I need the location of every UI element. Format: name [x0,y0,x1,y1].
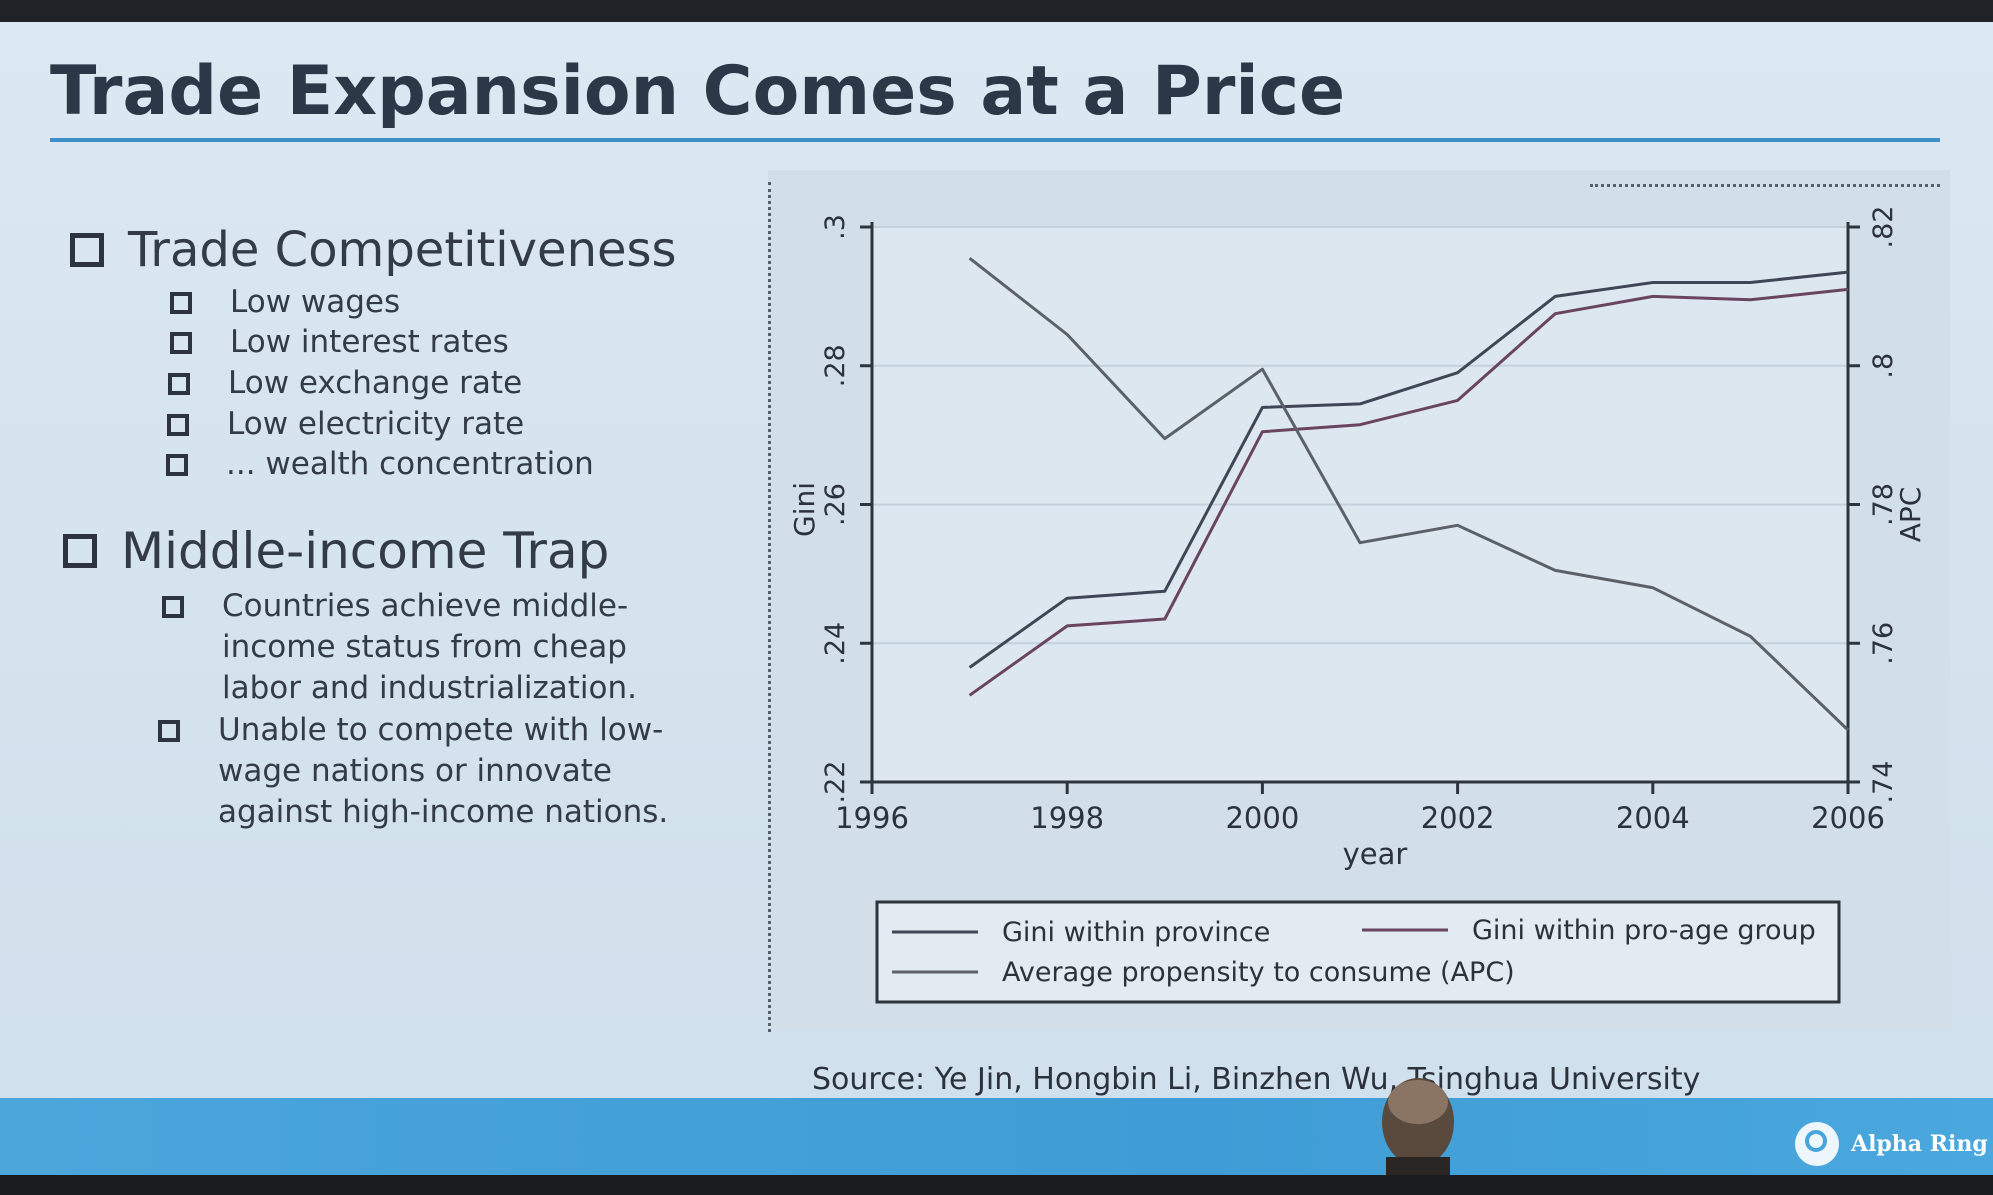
series-line-2 [968,287,1849,697]
list-item-text: ... wealth concentration [226,446,594,482]
list-item-text: Low interest rates [230,324,509,360]
checkbox-bullet-icon [63,534,97,568]
legend-label: Gini within province [1002,917,1270,948]
list-item-text-line: Unable to compete with low- [218,712,664,748]
series-line-3 [968,257,1850,732]
checkbox-bullet-icon [170,332,192,354]
checkbox-bullet-icon [170,292,192,314]
x-tick-label: 2006 [1811,801,1885,835]
x-tick-label: 2000 [1225,801,1299,835]
legend-label: Gini within pro-age group [1472,915,1816,946]
slide: Trade Expansion Comes at a Price Trade C… [0,22,1993,1175]
list-item-text-line: against high-income nations. [218,794,669,830]
list-item-text: Low wages [230,284,401,320]
slide-title: Trade Expansion Comes at a Price [50,52,1346,131]
legend-label: Average propensity to consume (APC) [1002,957,1515,988]
dotted-border [1590,184,1940,187]
checkbox-bullet-icon [158,720,180,742]
checkbox-bullet-icon [162,596,184,618]
section-heading-trade-competitiveness: Trade Competitiveness [70,222,677,278]
footer-band [0,1098,1993,1175]
list-item-text-line: income status from cheap [222,629,627,665]
x-tick-label: 1996 [835,801,909,835]
y-axis-title-right: APC [1894,487,1927,543]
y-tick-label-right: .78 [1868,483,1899,526]
y-tick-label-right: .74 [1868,761,1899,804]
logo: Alpha Ring [1795,1122,1988,1166]
checkbox-bullet-icon [70,233,104,267]
y-tick-label-left: .22 [820,761,851,804]
list-item-text: Low exchange rate [228,365,523,401]
title-underline [50,138,1940,142]
y-tick-label-right: .8 [1868,353,1899,379]
list-item-text-line: labor and industrialization. [222,670,638,706]
y-tick-label-left: .28 [820,344,851,387]
y-axis-title-left: Gini [788,482,821,537]
section-heading-middle-income-trap: Middle-income Trap [63,522,609,580]
logo-text: Alpha Ring [1851,1131,1988,1157]
checkbox-bullet-icon [166,454,188,476]
line-chart: 1996 1998 2000 2002 2004 2006 .22 .24 .26 .28 .3 .7… [788,206,1927,1004]
x-tick-label: 2004 [1616,801,1690,835]
section-heading-text: Middle-income Trap [121,522,610,580]
x-tick-label: 2002 [1421,801,1495,835]
x-axis-title: year [1343,837,1408,871]
y-tick-label-left: .24 [820,622,851,665]
legend-box [875,900,1841,1004]
y-tick-label-right: .76 [1868,622,1899,665]
y-tick-label-right: .82 [1868,206,1899,249]
dotted-border [768,182,771,1032]
y-tick-label-left: .3 [820,214,851,240]
checkbox-bullet-icon [168,373,190,395]
series-line-1 [968,270,1849,669]
screen-bottom-edge [0,1175,1993,1195]
source-citation: Source: Ye Jin, Hongbin Li, Binzhen Wu, … [812,1062,1701,1097]
checkbox-bullet-icon [167,414,189,436]
x-tick-label: 1998 [1030,801,1104,835]
list-item-text: Low electricity rate [227,406,525,442]
y-tick-label-left: .26 [820,483,851,526]
list-item-text-line: wage nations or innovate [218,753,612,789]
section-heading-text: Trade Competitiveness [128,222,677,278]
logo-icon [1795,1122,1839,1166]
list-item-text-line: Countries achieve middle- [222,588,629,624]
